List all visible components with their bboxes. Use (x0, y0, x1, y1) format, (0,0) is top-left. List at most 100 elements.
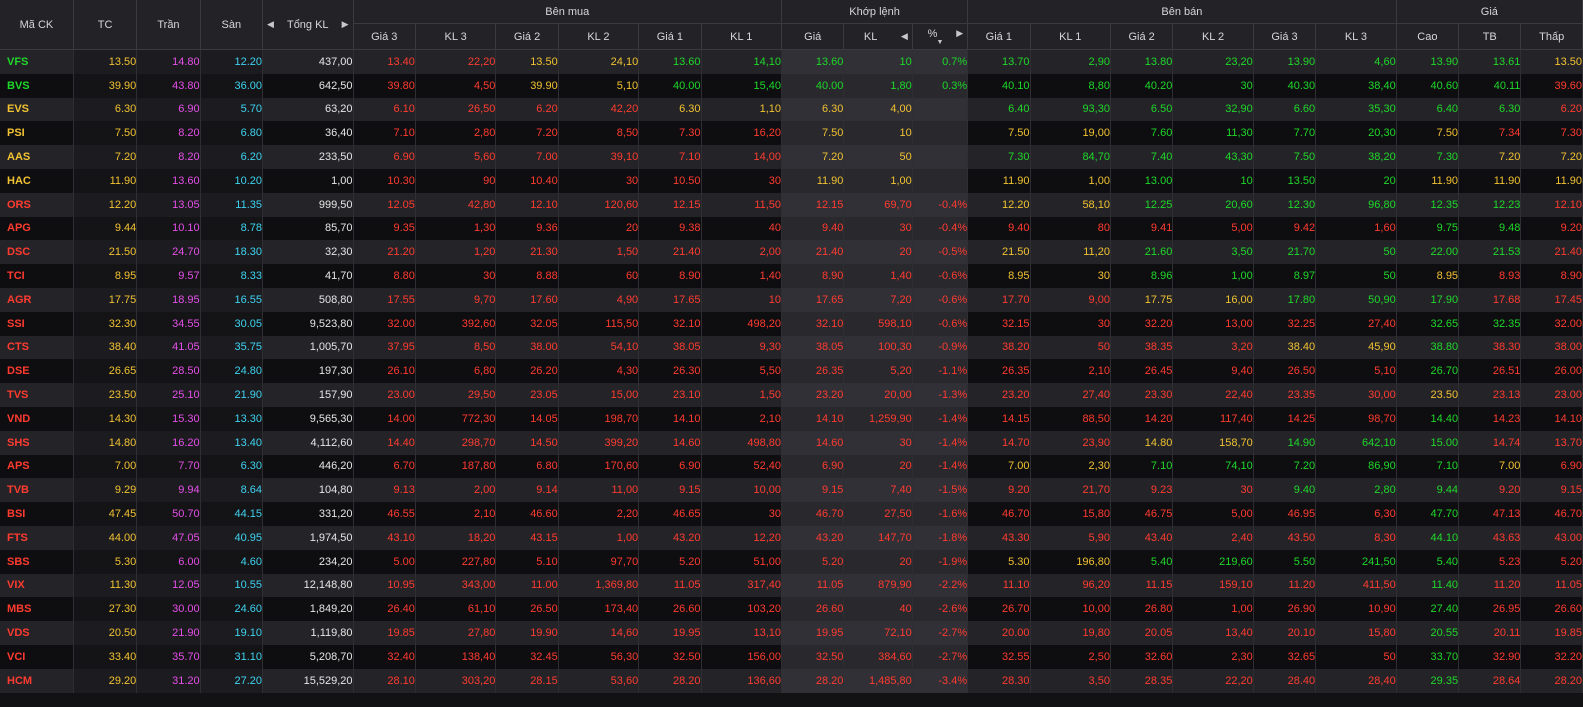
col-symbol-header[interactable]: Mã CK (0, 0, 74, 50)
cell-symbol[interactable]: TCI (0, 264, 74, 288)
cell-symbol[interactable]: HCM (0, 668, 74, 693)
cell-symbol[interactable]: CTS (0, 335, 74, 360)
table-row[interactable]: EVS 6.30 6.90 5.70 63,20 6.10 26,50 6.20 42,20 6.… (0, 97, 1583, 122)
cell-floor: 30.05 (200, 311, 264, 336)
match-scroll-right-arrow-icon[interactable]: ▶ (956, 27, 964, 38)
table-row[interactable]: DSC 21.50 24.70 18.30 32,30 21.20 1,20 21.30 1,5… (0, 240, 1583, 265)
table-row[interactable]: ORS 12.20 13.05 11.35 999,50 12.05 42,80 12.10 1… (0, 192, 1583, 217)
cell-symbol[interactable]: VIX (0, 573, 74, 598)
cell-symbol[interactable]: FTS (0, 525, 74, 550)
cell-symbol[interactable]: DSC (0, 240, 74, 265)
col-bid-price2[interactable]: Giá 2 (495, 23, 559, 50)
col-ask-price3[interactable]: Giá 3 (1253, 23, 1317, 50)
col-bid-price3[interactable]: Giá 3 (353, 23, 416, 50)
cell-match-vol: 100,30 (843, 335, 913, 360)
cell-symbol[interactable]: ORS (0, 192, 74, 217)
cell-bid-price3: 32.40 (353, 644, 416, 669)
cell-high: 13.90 (1396, 49, 1460, 74)
table-row[interactable]: BSI 47.45 50.70 44.15 331,20 46.55 2,10 46.60 2,… (0, 502, 1583, 526)
table-row[interactable]: HCM 29.20 31.20 27.20 15,529,20 28.10 303,20 28… (0, 668, 1583, 693)
cell-symbol[interactable]: VCI (0, 644, 74, 669)
cell-ask-price2: 8.96 (1110, 264, 1174, 288)
col-match-vol[interactable]: KL ◀ (843, 23, 913, 50)
table-row[interactable]: DSE 26.65 28.50 24.80 197,30 26.10 6,80 26.20 4,… (0, 359, 1583, 384)
table-row[interactable]: VCI 33.40 35.70 31.10 5,208,70 32.40 138,40 32.… (0, 644, 1583, 669)
cell-symbol[interactable]: EVS (0, 97, 74, 122)
table-row[interactable]: APS 7.00 7.70 6.30 446,20 6.70 187,80 6.80 170,6… (0, 454, 1583, 479)
col-floor-header[interactable]: Sàn (200, 0, 264, 50)
cell-symbol[interactable]: BVS (0, 73, 74, 98)
cell-symbol[interactable]: VDS (0, 621, 74, 645)
cell-symbol[interactable]: AAS (0, 145, 74, 169)
cell-symbol[interactable]: VND (0, 406, 74, 431)
col-bid-vol2[interactable]: KL 2 (558, 23, 640, 50)
col-high[interactable]: Cao (1396, 23, 1460, 50)
table-row[interactable]: APG 9.44 10.10 8.78 85,70 9.35 1,30 9.36 20 9.38 4… (0, 216, 1583, 241)
cell-symbol[interactable]: AGR (0, 287, 74, 312)
table-row[interactable]: BVS 39.90 43.80 36.00 642,50 39.80 4,50 39.90 5,… (0, 73, 1583, 98)
table-row[interactable]: HAC 11.90 13.60 10.20 1,00 10.30 90 10.40 30 10.5… (0, 168, 1583, 193)
cell-low: 28.20 (1520, 668, 1583, 693)
match-scroll-left-arrow-icon[interactable]: ◀ (900, 30, 908, 41)
cell-symbol[interactable]: SHS (0, 430, 74, 455)
cell-symbol[interactable]: BSI (0, 502, 74, 526)
cell-match-price: 11.90 (781, 168, 845, 193)
col-ceil-header[interactable]: Trần (136, 0, 201, 50)
cell-bid-price2: 12.10 (495, 192, 559, 217)
cell-ask-price3: 11.20 (1253, 573, 1317, 598)
cell-ceil: 47.05 (136, 525, 201, 550)
col-ask-vol1[interactable]: KL 1 (1030, 23, 1111, 50)
table-row[interactable]: SHS 14.80 16.20 13.40 4,112,60 14.40 298,70 14.… (0, 430, 1583, 455)
scroll-right-arrow-icon[interactable]: ▶ (341, 18, 349, 29)
cell-symbol[interactable]: HAC (0, 168, 74, 193)
cell-symbol[interactable]: SBS (0, 549, 74, 574)
col-total-vol-header[interactable]: ◀ ▶ Tổng KL (262, 0, 354, 50)
table-row[interactable]: VDS 20.50 21.90 19.10 1,119,80 19.85 27,80 19.9… (0, 621, 1583, 645)
table-row[interactable]: VND 14.30 15.30 13.30 9,565,30 14.00 772,30 14.… (0, 406, 1583, 431)
table-row[interactable]: SBS 5.30 6.00 4.60 234,20 5.00 227,80 5.10 97,70… (0, 549, 1583, 574)
cell-ref: 12.20 (73, 192, 138, 217)
table-row[interactable]: MBS 27.30 30.00 24.60 1,849,20 26.40 61,10 26.5… (0, 597, 1583, 622)
col-bid-price1[interactable]: Giá 1 (638, 23, 702, 50)
cell-symbol[interactable]: VFS (0, 49, 74, 74)
table-row[interactable]: FTS 44.00 47.05 40.95 1,974,50 43.10 18,20 43.1… (0, 525, 1583, 550)
sort-desc-icon[interactable]: ▼ (936, 38, 944, 46)
table-row[interactable]: PSI 7.50 8.20 6.80 36,40 7.10 2,80 7.20 8,50 7.30… (0, 121, 1583, 146)
cell-symbol[interactable]: APG (0, 216, 74, 241)
col-ask-price2[interactable]: Giá 2 (1110, 23, 1174, 50)
col-bid-vol1[interactable]: KL 1 (701, 23, 783, 50)
table-row[interactable]: VFS 13.50 14.80 12.20 437,00 13.40 22,20 13.50 2… (0, 49, 1583, 74)
col-ref-header[interactable]: TC (73, 0, 138, 50)
table-row[interactable]: TVS 23.50 25.10 21.90 157,90 23.00 29,50 23.05 1… (0, 383, 1583, 407)
cell-ask-price3: 9.40 (1253, 478, 1317, 503)
col-match-pct[interactable]: ▶ % ▼ (912, 23, 969, 50)
col-bid-vol3[interactable]: KL 3 (415, 23, 497, 50)
cell-bid-vol2: 14,60 (558, 621, 640, 645)
table-row[interactable]: TCI 8.95 9.57 8.33 41,70 8.80 30 8.88 60 8.90 1,40… (0, 264, 1583, 288)
col-low[interactable]: Thấp (1520, 23, 1583, 50)
col-ask-vol3[interactable]: KL 3 (1315, 23, 1397, 50)
table-row[interactable]: TVB 9.29 9.94 8.64 104,80 9.13 2,00 9.14 11,00 9.… (0, 478, 1583, 503)
table-row[interactable]: CTS 38.40 41.05 35.75 1,005,70 37.95 8,50 38.00… (0, 335, 1583, 360)
cell-symbol[interactable]: MBS (0, 597, 74, 622)
table-row[interactable]: AAS 7.20 8.20 6.20 233,50 6.90 5,60 7.00 39,10 7.… (0, 145, 1583, 169)
cell-total-vol: 1,974,50 (262, 525, 354, 550)
table-row[interactable]: AGR 17.75 18.95 16.55 508,80 17.55 9,70 17.60 4,… (0, 287, 1583, 312)
table-row[interactable]: SSI 32.30 34.55 30.05 9,523,80 32.00 392,60 32.… (0, 311, 1583, 336)
cell-symbol[interactable]: PSI (0, 121, 74, 146)
cell-bid-price3: 7.10 (353, 121, 416, 146)
cell-symbol[interactable]: SSI (0, 311, 74, 336)
col-ask-vol2[interactable]: KL 2 (1172, 23, 1254, 50)
cell-ask-vol1: 15,80 (1030, 502, 1111, 526)
col-avg[interactable]: TB (1458, 23, 1522, 50)
col-ask-price1[interactable]: Giá 1 (967, 23, 1031, 50)
cell-ask-vol3: 241,50 (1315, 549, 1397, 574)
cell-symbol[interactable]: TVB (0, 478, 74, 503)
scroll-left-arrow-icon[interactable]: ◀ (267, 18, 274, 29)
cell-symbol[interactable]: APS (0, 454, 74, 479)
col-match-price[interactable]: Giá (781, 23, 845, 50)
cell-match-price: 32.50 (781, 644, 845, 669)
cell-symbol[interactable]: TVS (0, 383, 74, 407)
cell-symbol[interactable]: DSE (0, 359, 74, 384)
table-row[interactable]: VIX 11.30 12.05 10.55 12,148,80 10.95 343,00 11… (0, 573, 1583, 598)
